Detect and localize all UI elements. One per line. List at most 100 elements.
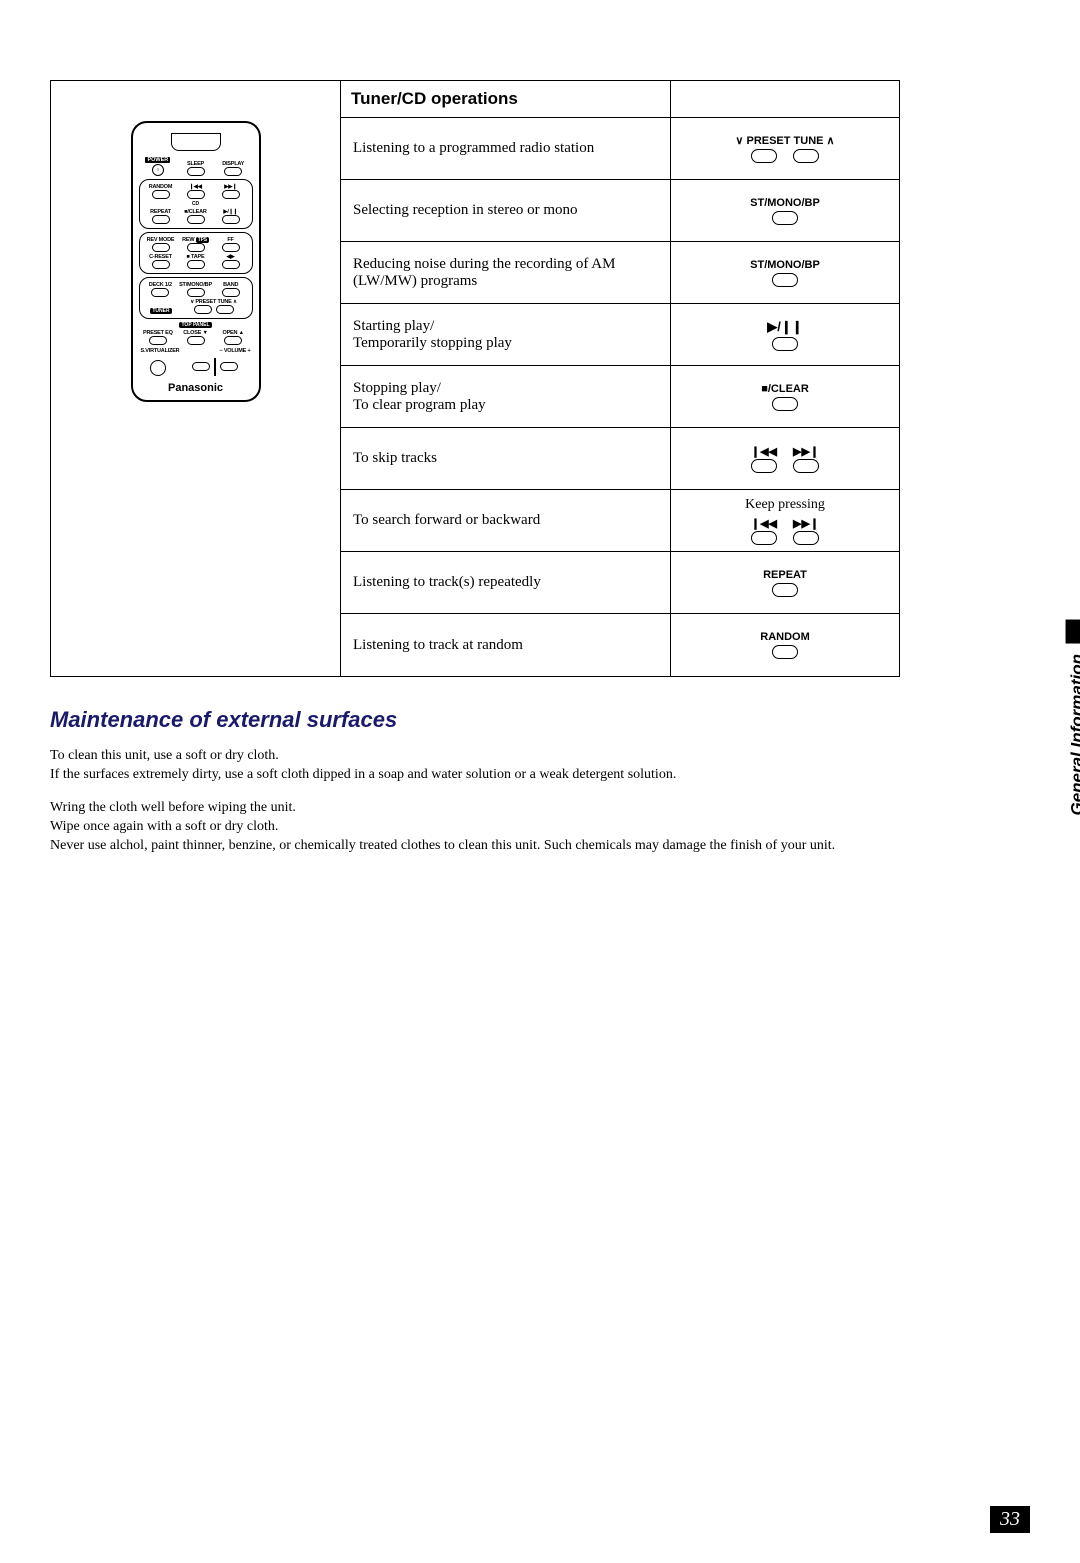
repeat-button-icon — [152, 215, 170, 224]
cd-group: RANDOM ❙◀◀ ▶▶❙ CD REPEAT ■/CLEAR ▶/❙❙ — [139, 179, 253, 229]
power-button-icon: ○ — [152, 164, 164, 176]
vol-up-icon — [220, 362, 238, 371]
ir-window — [171, 133, 221, 151]
operations-table: POWER ○ SLEEP DISPLAY RANDOM ❙◀◀ ▶▶❙ CD … — [50, 80, 900, 677]
cd-section-label: CD — [143, 201, 249, 207]
op-desc: Listening to track(s) repeatedly — [341, 552, 671, 613]
op-control: ❙◀◀ ▶▶❙ — [671, 428, 899, 489]
maint-p5: Never use alchol, paint thinner, benzine… — [50, 837, 1030, 856]
remote-control: POWER ○ SLEEP DISPLAY RANDOM ❙◀◀ ▶▶❙ CD … — [131, 121, 261, 402]
preset-down-icon — [194, 305, 212, 314]
side-tab-marker — [1066, 620, 1080, 644]
playpause-label: ▶/❙❙ — [767, 319, 802, 335]
stmono-button-icon — [772, 273, 798, 287]
stopclear-button-icon — [772, 397, 798, 411]
skip-next-button-icon — [793, 459, 819, 473]
sleep-button-icon — [187, 167, 205, 176]
skip-prev-button-icon — [751, 459, 777, 473]
op-control: ▶/❙❙ — [671, 304, 899, 365]
toppanel-label: TOP PANEL — [179, 322, 211, 328]
tape-group: REV MODE REW TPS FF C-RESET ■ TAPE ◀▶ — [139, 232, 253, 274]
random-button-icon — [772, 645, 798, 659]
preset-up-button-icon — [793, 149, 819, 163]
preset-down-button-icon — [751, 149, 777, 163]
search-prev-label: ❙◀◀ — [751, 517, 777, 530]
op-desc: Listening to track at random — [341, 614, 671, 676]
rew-button-icon — [187, 243, 205, 252]
table-row: Stopping play/ To clear program play ■/C… — [341, 366, 899, 428]
search-prev-button-icon — [751, 531, 777, 545]
op-desc: Listening to a programmed radio station — [341, 118, 671, 179]
random-button-icon — [152, 190, 170, 199]
keep-pressing-label: Keep pressing — [745, 497, 825, 513]
preset-tune-label: ∨ PRESET TUNE ∧ — [735, 134, 834, 147]
table-row: To skip tracks ❙◀◀ ▶▶❙ — [341, 428, 899, 490]
playpause-button-icon — [772, 337, 798, 351]
deck12-button-icon — [151, 288, 169, 297]
stopclear-button-icon — [187, 215, 205, 224]
brand-label: Panasonic — [139, 382, 253, 394]
stmonobp-button-icon — [187, 288, 205, 297]
vol-down-icon — [192, 362, 210, 371]
repeat-label: REPEAT — [763, 569, 807, 581]
stmono-button-icon — [772, 211, 798, 225]
next-button-icon — [222, 190, 240, 199]
op-control: ST/MONO/BP — [671, 242, 899, 303]
maint-p1: To clean this unit, use a soft or dry cl… — [50, 747, 1030, 766]
revmode-button-icon — [152, 243, 170, 252]
op-desc: To skip tracks — [341, 428, 671, 489]
op-control: REPEAT — [671, 552, 899, 613]
side-tab-label: General Information — [1068, 654, 1080, 816]
op-control: RANDOM — [671, 614, 899, 676]
op-control: ST/MONO/BP — [671, 180, 899, 241]
power-label: POWER — [145, 157, 170, 163]
op-control: ∨ PRESET TUNE ∧ — [671, 118, 899, 179]
display-button-icon — [224, 167, 242, 176]
tuner-group: DECK 1/2 ST/MONO/BP BAND TUNER ∨ PRESET … — [139, 277, 253, 319]
page-number: 33 — [990, 1506, 1030, 1533]
skip-next-label: ▶▶❙ — [793, 445, 819, 458]
vol-slider-icon — [214, 358, 216, 376]
remote-illustration-cell: POWER ○ SLEEP DISPLAY RANDOM ❙◀◀ ▶▶❙ CD … — [51, 81, 341, 676]
creset-button-icon — [152, 260, 170, 269]
tapedir-button-icon — [222, 260, 240, 269]
op-desc: Starting play/ Temporarily stopping play — [341, 304, 671, 365]
tuner-label: TUNER — [150, 308, 171, 314]
table-row: Listening to track(s) repeatedly REPEAT — [341, 552, 899, 614]
maintenance-heading: Maintenance of external surfaces — [50, 707, 1030, 733]
table-row: Starting play/ Temporarily stopping play… — [341, 304, 899, 366]
band-button-icon — [222, 288, 240, 297]
table-row: Selecting reception in stereo or mono ST… — [341, 180, 899, 242]
skip-prev-label: ❙◀◀ — [751, 445, 777, 458]
maintenance-text: To clean this unit, use a soft or dry cl… — [50, 747, 1030, 855]
op-desc: Reducing noise during the recording of A… — [341, 242, 671, 303]
random-label: RANDOM — [760, 631, 810, 643]
search-next-label: ▶▶❙ — [793, 517, 819, 530]
maint-p4: Wipe once again with a soft or dry cloth… — [50, 818, 1030, 837]
tapestop-label: ■ — [187, 254, 190, 260]
search-next-button-icon — [793, 531, 819, 545]
side-tab: General Information — [1066, 620, 1080, 816]
stopclear-label: ■/CLEAR — [761, 383, 809, 395]
maint-p3: Wring the cloth well before wiping the u… — [50, 799, 1030, 818]
table-row: To search forward or backward Keep press… — [341, 490, 899, 552]
table-header-row: Tuner/CD operations — [341, 81, 899, 118]
volume-label: − VOLUME + — [219, 348, 250, 354]
op-desc: Selecting reception in stereo or mono — [341, 180, 671, 241]
op-control: ■/CLEAR — [671, 366, 899, 427]
preset-up-icon — [216, 305, 234, 314]
preseteq-button-icon — [149, 336, 167, 345]
maint-p2: If the surfaces extremely dirty, use a s… — [50, 766, 1030, 785]
close-button-icon — [187, 336, 205, 345]
table-heading-blank — [671, 81, 899, 117]
svirt-button-icon — [150, 360, 166, 376]
open-button-icon — [224, 336, 242, 345]
operations-column: Tuner/CD operations Listening to a progr… — [341, 81, 899, 676]
stmono-label: ST/MONO/BP — [750, 197, 820, 209]
op-control: Keep pressing ❙◀◀ ▶▶❙ — [671, 490, 899, 551]
op-desc: Stopping play/ To clear program play — [341, 366, 671, 427]
tapestop-button-icon — [187, 260, 205, 269]
stmono-label: ST/MONO/BP — [750, 259, 820, 271]
table-row: Reducing noise during the recording of A… — [341, 242, 899, 304]
table-row: Listening to track at random RANDOM — [341, 614, 899, 676]
